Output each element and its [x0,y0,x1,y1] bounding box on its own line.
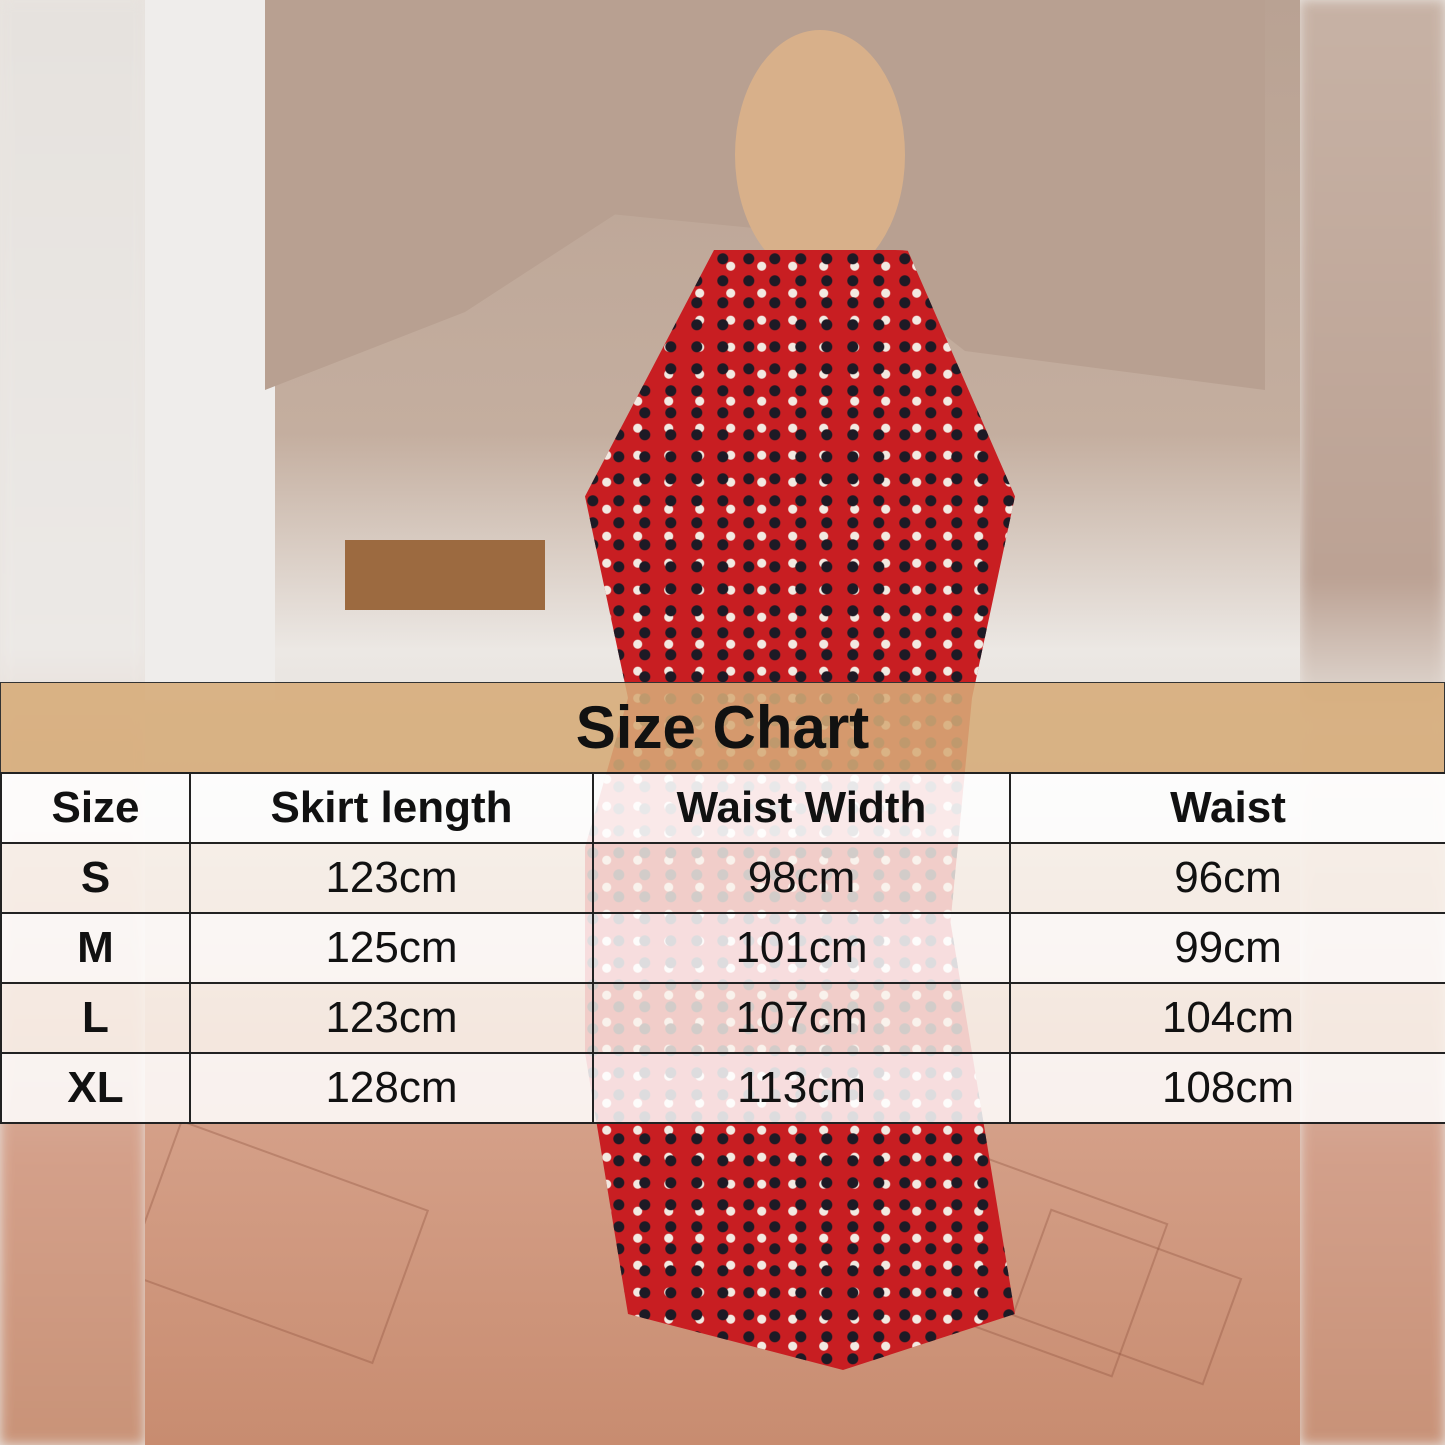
waist-cell: 96cm [1009,842,1445,914]
white-wall [145,0,275,700]
size-chart-title: Size Chart [0,682,1445,773]
skirt-length-cell: 125cm [189,912,594,984]
column-header-skirt-length: Skirt length [189,772,594,844]
waist-width-cell: 107cm [592,982,1011,1054]
table-header-row: Size Skirt length Waist Width Waist [0,772,1445,844]
column-header-waist: Waist [1009,772,1445,844]
floor-tile [145,1119,430,1365]
column-header-size: Size [0,772,191,844]
waist-width-cell: 113cm [592,1052,1011,1124]
waist-width-cell: 98cm [592,842,1011,914]
size-cell: L [0,982,191,1054]
table-row: XL 128cm 113cm 108cm [0,1052,1445,1124]
model-head [735,30,905,280]
table-row: S 123cm 98cm 96cm [0,842,1445,914]
column-header-waist-width: Waist Width [592,772,1011,844]
skirt-length-cell: 123cm [189,982,594,1054]
bread-basket [345,540,545,610]
table-row: M 125cm 101cm 99cm [0,912,1445,984]
waist-width-cell: 101cm [592,912,1011,984]
size-chart-table: Size Skirt length Waist Width Waist S 12… [0,772,1445,1124]
size-cell: S [0,842,191,914]
table-row: L 123cm 107cm 104cm [0,982,1445,1054]
size-cell: M [0,912,191,984]
skirt-length-cell: 123cm [189,842,594,914]
waist-cell: 99cm [1009,912,1445,984]
waist-cell: 108cm [1009,1052,1445,1124]
size-cell: XL [0,1052,191,1124]
skirt-length-cell: 128cm [189,1052,594,1124]
waist-cell: 104cm [1009,982,1445,1054]
